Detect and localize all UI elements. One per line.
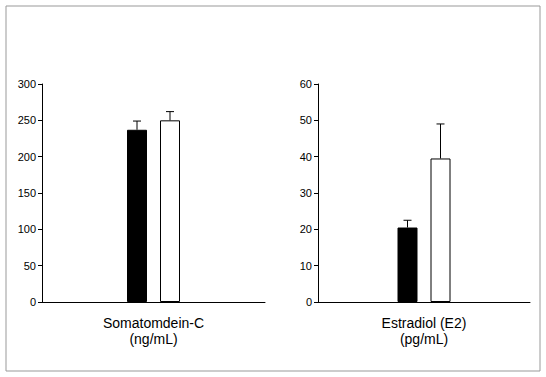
- svg-text:50: 50: [300, 114, 312, 126]
- svg-text:60: 60: [300, 78, 312, 90]
- svg-text:150: 150: [18, 187, 36, 199]
- svg-text:(pg/mL): (pg/mL): [400, 331, 448, 347]
- svg-text:100: 100: [18, 223, 36, 235]
- svg-text:200: 200: [18, 151, 36, 163]
- svg-text:0: 0: [30, 296, 36, 308]
- svg-text:50: 50: [24, 260, 36, 272]
- svg-text:300: 300: [18, 78, 36, 90]
- svg-text:40: 40: [300, 151, 312, 163]
- svg-text:(ng/mL): (ng/mL): [129, 331, 177, 347]
- svg-text:20: 20: [300, 223, 312, 235]
- svg-text:30: 30: [300, 187, 312, 199]
- svg-text:0: 0: [306, 296, 312, 308]
- svg-text:Estradiol (E2): Estradiol (E2): [382, 315, 467, 331]
- svg-text:250: 250: [18, 114, 36, 126]
- svg-text:Somatomdein-C: Somatomdein-C: [103, 315, 204, 331]
- svg-text:10: 10: [300, 260, 312, 272]
